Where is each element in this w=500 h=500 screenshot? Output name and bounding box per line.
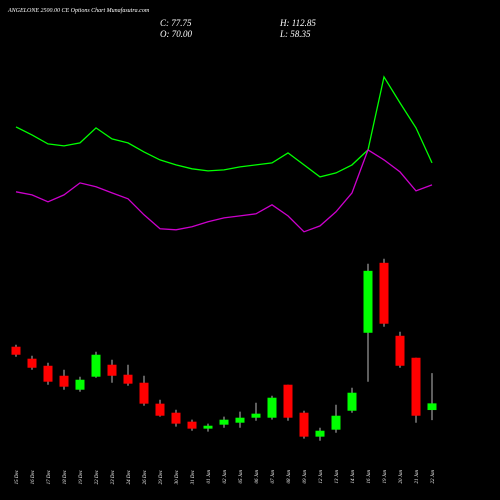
- x-tick-label: 15 Dec: [15, 469, 20, 484]
- candle-body: [219, 419, 229, 425]
- close-label: C: 77.75: [160, 18, 192, 28]
- candle-body: [427, 403, 437, 411]
- x-tick-label: 30 Dec: [175, 469, 180, 484]
- candle-body: [139, 382, 149, 404]
- candle-body: [155, 403, 165, 416]
- x-tick-label: 08 Jan: [287, 470, 292, 484]
- open-label: O: 70.00: [160, 29, 192, 39]
- candle-body: [315, 430, 325, 437]
- chart-title: ANGELONE 2500.00 CE Options Chart Munafa…: [7, 7, 150, 14]
- candle-body: [59, 375, 69, 387]
- candle-body: [91, 354, 101, 377]
- candle-body: [107, 364, 117, 376]
- x-tick-label: 09 Jan: [303, 470, 308, 484]
- candle-body: [235, 417, 245, 423]
- x-tick-label: 02 Jan: [223, 470, 228, 484]
- candle-body: [171, 412, 181, 424]
- x-tick-label: 22 Jan: [431, 470, 436, 484]
- candle-body: [363, 270, 373, 333]
- x-tick-label: 14 Jan: [351, 470, 356, 484]
- candle-body: [11, 346, 21, 355]
- x-tick-label: 05 Jan: [239, 470, 244, 484]
- candle-body: [379, 262, 389, 324]
- candle-body: [267, 397, 277, 418]
- x-tick-label: 16 Jan: [367, 470, 372, 484]
- candle-body: [27, 358, 37, 368]
- candle-body: [395, 335, 405, 366]
- line-series: [15, 148, 433, 233]
- candle-body: [347, 392, 357, 411]
- x-tick-label: 29 Dec: [159, 469, 164, 484]
- candle-body: [299, 412, 309, 437]
- x-tick-label: 07 Jan: [271, 470, 276, 484]
- candle-body: [123, 374, 133, 384]
- low-label: L: 58.35: [279, 29, 311, 39]
- x-tick-label: 23 Dec: [111, 469, 116, 484]
- x-tick-label: 16 Dec: [31, 469, 36, 484]
- x-tick-label: 24 Dec: [127, 469, 132, 484]
- candle-body: [75, 379, 85, 390]
- x-tick-label: 19 Dec: [79, 469, 84, 484]
- candle-body: [203, 425, 213, 429]
- candle-body: [331, 415, 341, 430]
- candle-body: [43, 365, 53, 382]
- x-tick-label: 01 Jan: [207, 470, 212, 484]
- x-tick-label: 22 Dec: [95, 469, 100, 484]
- high-label: H: 112.85: [279, 18, 316, 28]
- candle-body: [411, 357, 421, 416]
- x-tick-label: 06 Jan: [255, 470, 260, 484]
- x-tick-label: 20 Jan: [399, 470, 404, 484]
- x-tick-label: 17 Dec: [47, 469, 52, 484]
- x-tick-label: 13 Jan: [335, 470, 340, 484]
- x-tick-label: 26 Dec: [143, 469, 148, 484]
- x-tick-label: 31 Dec: [191, 469, 196, 484]
- candle-body: [251, 413, 261, 418]
- x-tick-label: 21 Jan: [415, 470, 420, 484]
- x-tick-label: 19 Jan: [383, 470, 388, 484]
- line-series: [15, 75, 433, 178]
- x-tick-label: 12 Jan: [319, 470, 324, 484]
- candle-body: [283, 384, 293, 418]
- candle-body: [187, 421, 197, 429]
- x-tick-label: 18 Dec: [63, 469, 68, 484]
